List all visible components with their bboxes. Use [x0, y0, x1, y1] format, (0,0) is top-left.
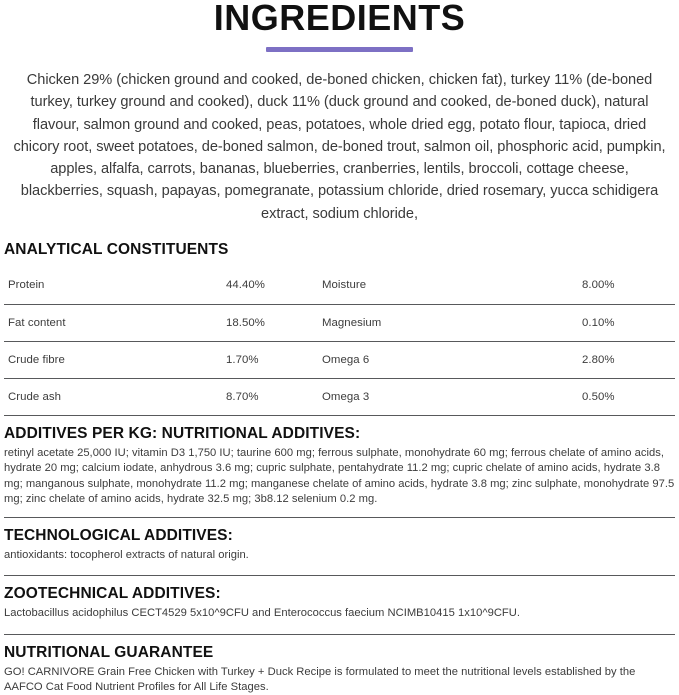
- technological-additives-text: antioxidants: tocopherol extracts of nat…: [4, 548, 249, 561]
- technological-additives-section: TECHNOLOGICAL ADDITIVES: antioxidants: t…: [4, 518, 675, 575]
- cell-value: 1.70%: [226, 340, 322, 379]
- ingredients-page: INGREDIENTS Chicken 29% (chicken ground …: [4, 0, 675, 693]
- cell-value: 8.00%: [582, 279, 615, 292]
- nutritional-guarantee-section: NUTRITIONAL GUARANTEE GO! CARNIVORE Grai…: [4, 635, 675, 695]
- zootechnical-additives-text: Lactobacillus acidophilus CECT4529 5x10^…: [4, 607, 521, 620]
- technological-additives-heading: TECHNOLOGICAL ADDITIVES:: [4, 526, 233, 544]
- section-divider: [4, 633, 675, 635]
- nutritional-guarantee-text: GO! CARNIVORE Grain Free Chicken with Tu…: [4, 665, 636, 693]
- cell-label: Crude fibre: [4, 340, 226, 379]
- table-row: Crude ash 8.70% Omega 3 0.50%: [4, 377, 675, 416]
- cell-value: 44.40%: [226, 279, 265, 292]
- ingredients-paragraph: Chicken 29% (chicken ground and cooked, …: [13, 72, 666, 222]
- section-divider: [4, 415, 675, 417]
- cell-label: Omega 6: [322, 340, 582, 379]
- analytical-constituents-section: ANALYTICAL CONSTITUENTS Protein 44.40% M…: [4, 241, 675, 416]
- cell-value: 18.50%: [226, 303, 322, 342]
- cell-label: Moisture: [322, 279, 367, 292]
- nutritional-additives-text: retinyl acetate 25,000 IU; vitamin D3 1,…: [4, 447, 675, 506]
- nutritional-additives-heading: ADDITIVES PER KG: NUTRITIONAL ADDITIVES:: [4, 425, 361, 443]
- cell-label: Fat content: [4, 303, 226, 342]
- cell-label: Omega 3: [322, 377, 582, 416]
- zootechnical-additives-section: ZOOTECHNICAL ADDITIVES: Lactobacillus ac…: [4, 576, 675, 633]
- section-divider: [4, 516, 675, 518]
- table-row: Protein 44.40% Moisture 8.00%: [4, 267, 675, 304]
- analytical-constituents-table: Protein 44.40% Moisture 8.00% Fat conten…: [4, 267, 675, 416]
- nutritional-additives-section: ADDITIVES PER KG: NUTRITIONAL ADDITIVES:…: [4, 416, 675, 517]
- section-divider: [4, 575, 675, 577]
- cell-label: Magnesium: [322, 303, 582, 342]
- cell-label: Protein: [8, 279, 45, 292]
- zootechnical-additives-heading: ZOOTECHNICAL ADDITIVES:: [4, 585, 221, 603]
- cell-value: 0.50%: [582, 377, 675, 416]
- table-row: Fat content 18.50% Magnesium 0.10%: [4, 303, 675, 342]
- cell-label: Crude ash: [4, 377, 226, 416]
- cell-value: 2.80%: [582, 340, 675, 379]
- cell-value: 0.10%: [582, 303, 675, 342]
- analytical-constituents-heading: ANALYTICAL CONSTITUENTS: [4, 241, 229, 259]
- cell-value: 8.70%: [226, 377, 322, 416]
- page-title: INGREDIENTS: [213, 0, 466, 38]
- nutritional-guarantee-heading: NUTRITIONAL GUARANTEE: [4, 643, 214, 661]
- table-row: Crude fibre 1.70% Omega 6 2.80%: [4, 340, 675, 379]
- title-accent-rule: [266, 47, 413, 52]
